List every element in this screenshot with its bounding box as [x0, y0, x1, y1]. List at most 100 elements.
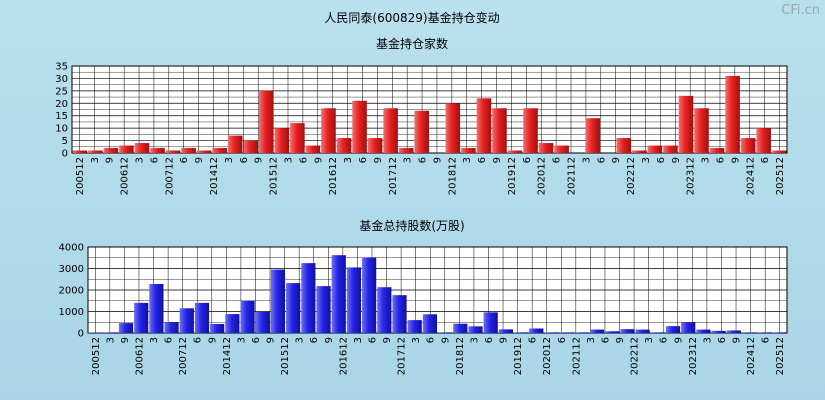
- chart2-xtick-label: 3: [411, 337, 422, 343]
- chart1-bar: [150, 148, 165, 153]
- chart1-bar: [632, 150, 647, 153]
- chart2-bar: [392, 295, 407, 333]
- chart2-bar: [103, 332, 118, 333]
- chart1-xtick-label: 202512: [775, 157, 786, 195]
- chart1-xtick-label: 6: [239, 157, 250, 163]
- chart2-xtick-label: 6: [193, 337, 204, 343]
- chart2-xtick-label: 3: [149, 337, 160, 343]
- chart2-bar: [422, 314, 437, 333]
- chart2-bar: [286, 283, 301, 333]
- chart2-bar: [605, 331, 620, 333]
- chart2-xtick-label: 6: [484, 337, 495, 343]
- chart1-bar: [538, 143, 554, 153]
- chart1-xtick-label: 9: [432, 157, 443, 163]
- chart1-xtick-label: 9: [254, 157, 265, 163]
- chart2-bar: [665, 326, 681, 333]
- chart2-xtick-label: 9: [440, 337, 451, 343]
- chart1-bar: [72, 150, 88, 153]
- chart1-xtick-label: 202412: [745, 157, 756, 195]
- chart2-xtick-label: 6: [717, 337, 728, 343]
- chart2-xtick-label: 201812: [455, 337, 466, 375]
- chart2-xtick-label: 202312: [688, 337, 699, 375]
- chart2-bar: [498, 329, 513, 333]
- chart2-bar: [513, 332, 529, 333]
- chart1-ytick-label: 25: [55, 86, 68, 97]
- chart2-xtick-label: 3: [353, 337, 364, 343]
- chart1-xtick-label: 9: [105, 157, 116, 163]
- chart1-bar: [305, 145, 321, 153]
- chart1-bar: [507, 150, 523, 153]
- chart1-xtick-label: 6: [477, 157, 488, 163]
- chart2-bar: [635, 329, 650, 333]
- chart1-xtick-label: 3: [462, 157, 473, 163]
- chart1-xtick-label: 3: [641, 157, 652, 163]
- chart2-bar: [377, 287, 392, 333]
- chart1-xtick-label: 3: [701, 157, 712, 163]
- chart1-xtick-label: 3: [581, 157, 592, 163]
- chart2-ytick-label: 0: [78, 329, 84, 340]
- chart1-xtick-label: 9: [611, 157, 622, 163]
- chart2-xtick-label: 9: [732, 337, 743, 343]
- chart1-xtick-label: 6: [596, 157, 607, 163]
- chart1-bar: [771, 150, 787, 153]
- chart1-xtick-label: 202312: [686, 157, 697, 195]
- chart1-xtick-label: 3: [224, 157, 235, 163]
- chart1-xtick-label: 3: [343, 157, 354, 163]
- chart2-bar: [164, 322, 179, 333]
- chart1-xtick-label: 6: [418, 157, 429, 163]
- chart2-xtick-label: 6: [426, 337, 437, 343]
- chart1-xtick-label: 3: [135, 157, 146, 163]
- chart2-bar: [589, 329, 605, 333]
- chart2-xtick-label: 9: [324, 337, 335, 343]
- chart2-xtick-label: 202112: [571, 337, 582, 375]
- chart2-ytick-label: 3000: [59, 264, 84, 275]
- chart1-ytick-label: 15: [55, 111, 68, 122]
- chart2-xtick-label: 6: [367, 337, 378, 343]
- chart2-title: 基金总持股数(万股): [359, 218, 464, 233]
- chart1-xtick-label: 201912: [507, 157, 518, 195]
- chart2-xtick-label: 3: [586, 337, 597, 343]
- chart2-xtick-label: 3: [702, 337, 713, 343]
- chart1-xtick-label: 201612: [328, 157, 339, 195]
- chart1-bar: [383, 108, 398, 153]
- chart2-xtick-label: 201612: [338, 337, 349, 375]
- chart2-bar: [741, 332, 757, 333]
- chart1-bar: [585, 118, 600, 153]
- chart1-xtick-label: 6: [522, 157, 533, 163]
- chart1-bar: [103, 148, 119, 153]
- chart1-bar: [678, 95, 694, 153]
- chart1-bar: [336, 138, 352, 153]
- chart2-xtick-label: 6: [251, 337, 262, 343]
- chart2-xtick-label: 6: [761, 337, 772, 343]
- chart2-xtick-label: 202212: [630, 337, 641, 375]
- chart2-xtick-label: 6: [659, 337, 670, 343]
- chart2-bar: [772, 332, 787, 333]
- chart1-bar: [321, 108, 336, 153]
- chart1-xtick-label: 9: [373, 157, 384, 163]
- chart2-xtick-label: 9: [615, 337, 626, 343]
- chart1-bar: [196, 150, 212, 153]
- chart2-bar: [331, 255, 346, 333]
- chart2-xtick-label: 200612: [134, 337, 145, 375]
- chart2-bar: [362, 257, 377, 333]
- chart1-xtick-label: 202112: [567, 157, 578, 195]
- chart2-xtick-label: 6: [600, 337, 611, 343]
- chart1-bar: [523, 108, 538, 153]
- chart2-xtick-label: 6: [309, 337, 320, 343]
- chart2-ytick-label: 4000: [59, 243, 84, 254]
- chart2-bar: [620, 329, 635, 333]
- chart1-bar: [181, 148, 196, 153]
- chart2-bar: [438, 332, 453, 333]
- chart1-xtick-label: 6: [715, 157, 726, 163]
- chart1-xtick-label: 3: [90, 157, 101, 163]
- page-title: 人民同泰(600829)基金持仓变动: [324, 10, 499, 25]
- chart1-bar: [88, 150, 103, 153]
- chart2-bar: [468, 326, 483, 333]
- chart1-bar: [290, 123, 305, 153]
- chart1-ytick-label: 30: [55, 74, 68, 85]
- chart2-xtick-label: 202012: [542, 337, 553, 375]
- chart2-xtick-label: 9: [382, 337, 393, 343]
- chart2-xtick-label: 6: [557, 337, 568, 343]
- chart2-xtick-label: 3: [236, 337, 247, 343]
